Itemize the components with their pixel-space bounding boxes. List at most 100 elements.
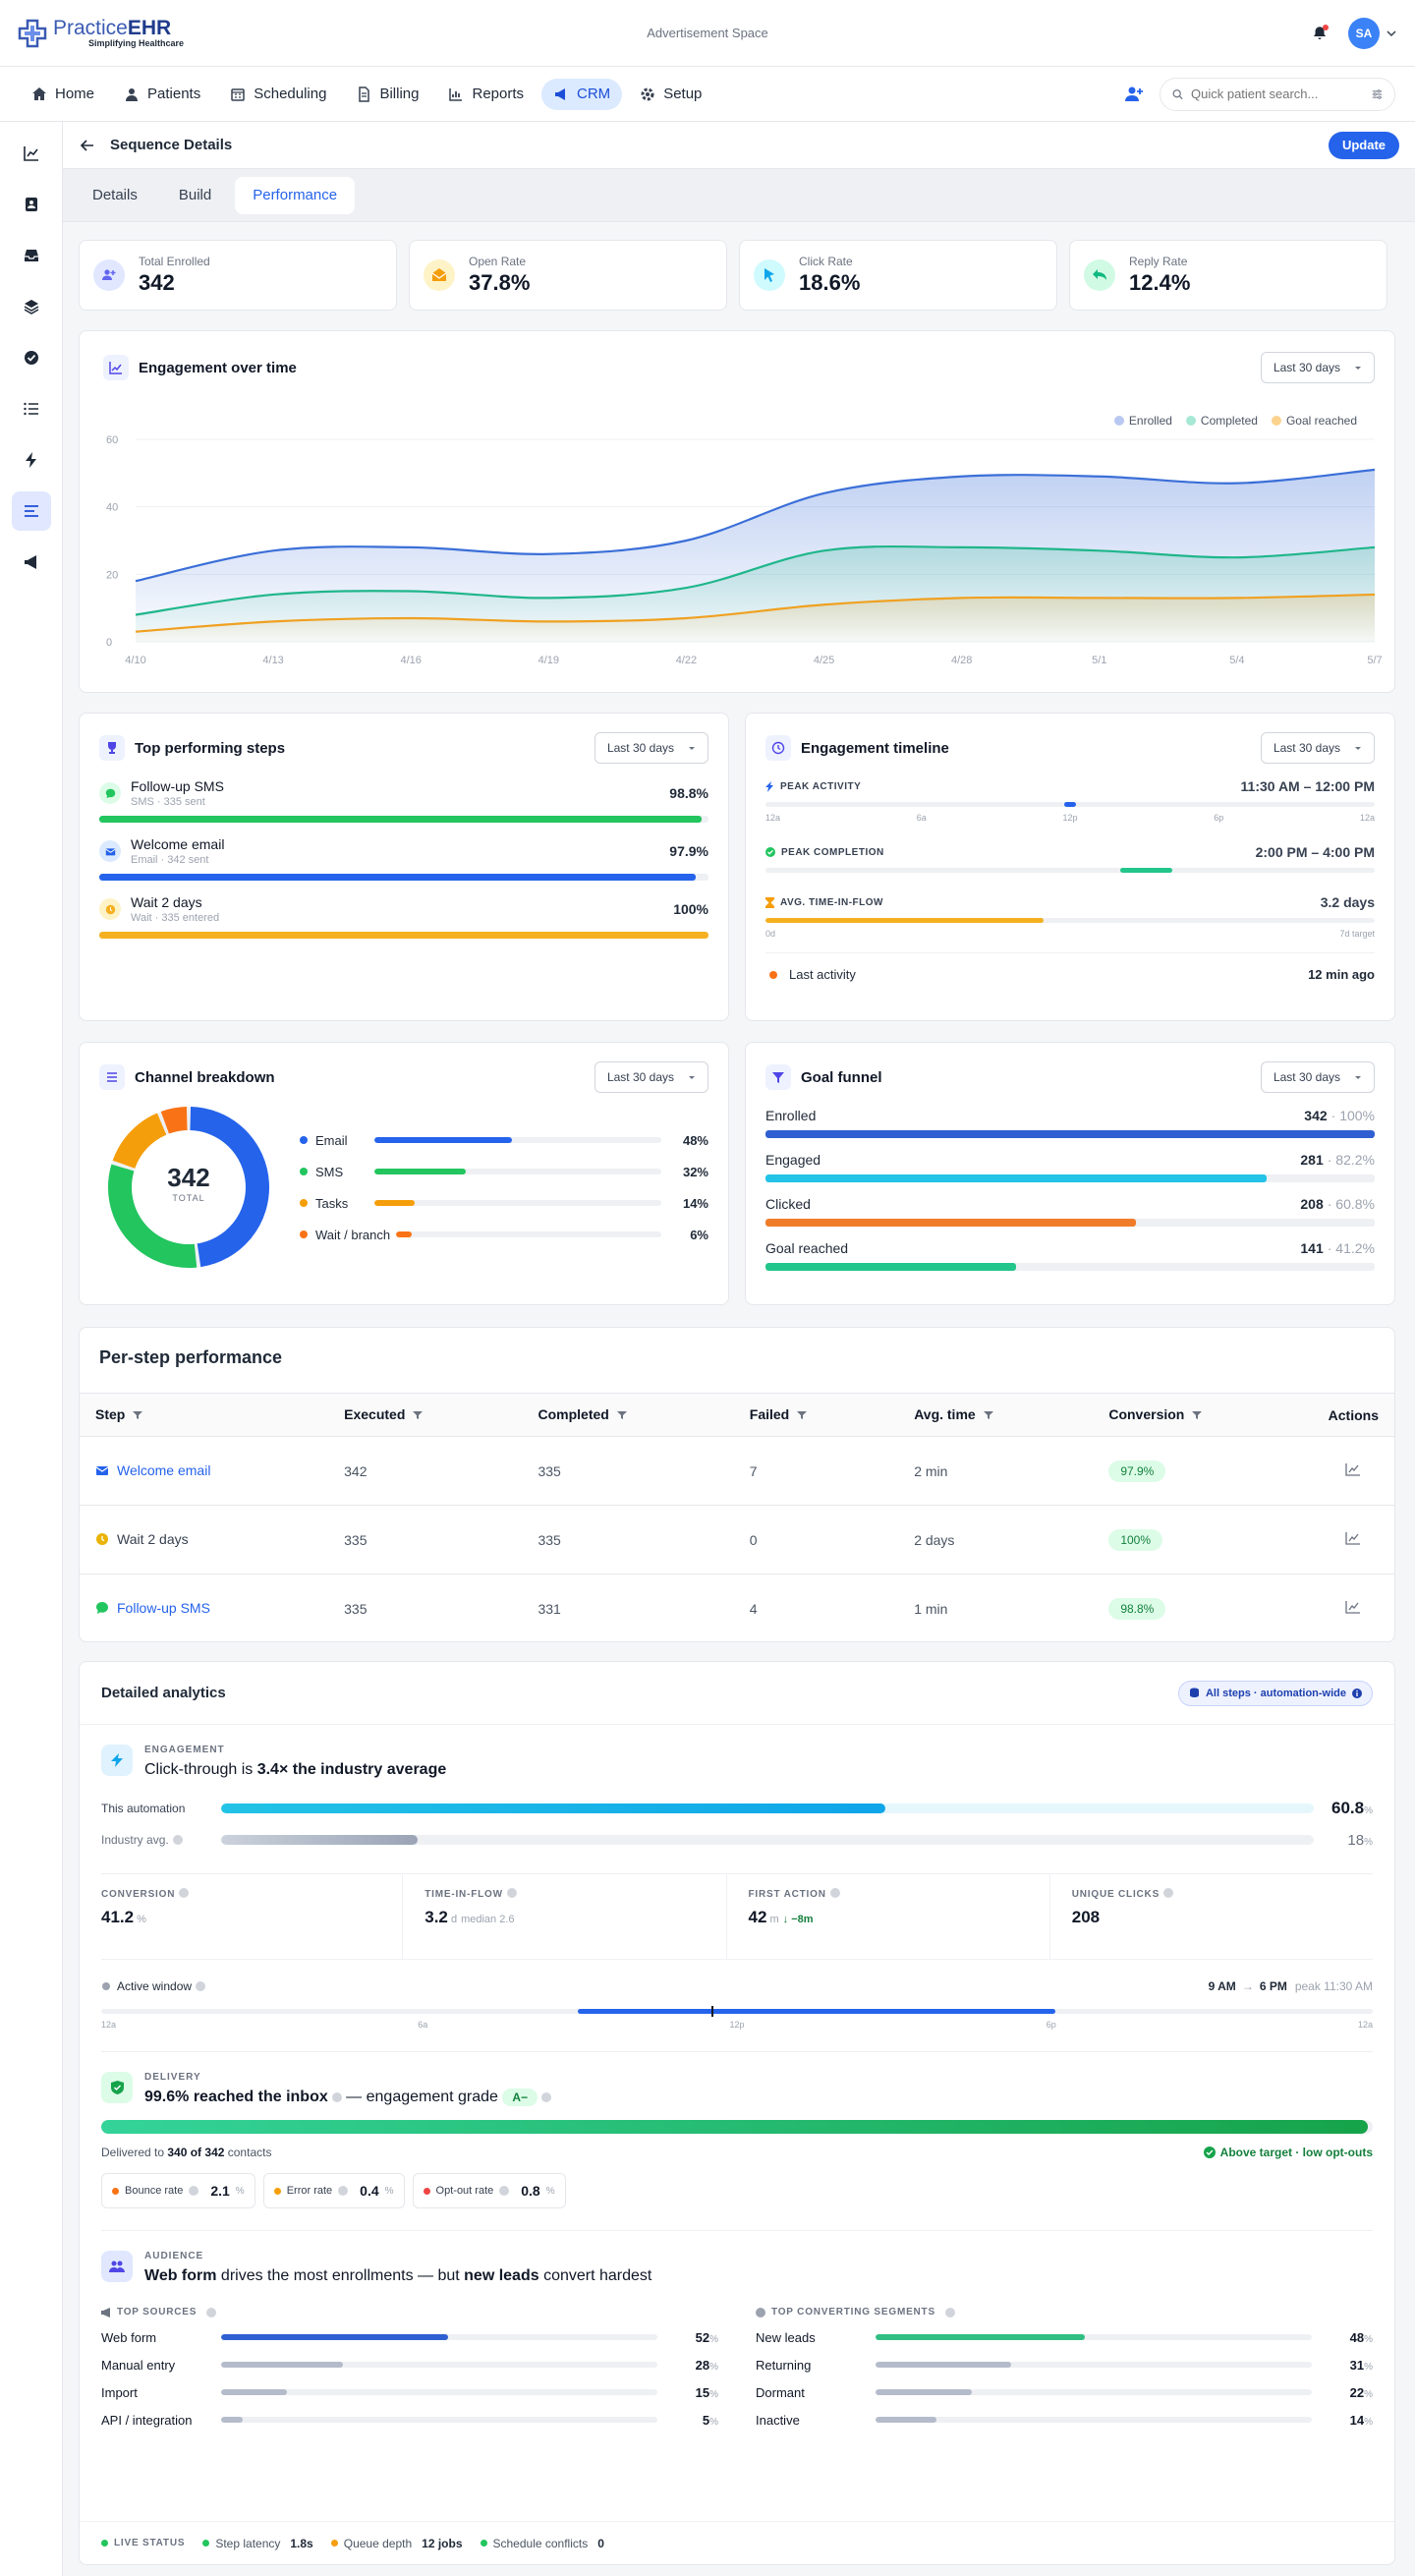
delivery-metric-pill: Error rate 0.4%: [262, 2173, 405, 2208]
channel-dot: [300, 1199, 308, 1207]
column-header-failed[interactable]: Failed: [733, 1393, 899, 1437]
column-header-completed[interactable]: Completed: [522, 1393, 734, 1437]
info-icon[interactable]: [179, 1888, 190, 1898]
add-user-icon[interactable]: [1124, 85, 1144, 104]
analytics-title: Detailed analytics: [101, 1685, 226, 1701]
info-icon[interactable]: [196, 1981, 206, 1991]
nav-reports[interactable]: Reports: [436, 79, 536, 110]
top-step-item[interactable]: Wait 2 days Wait · 335 entered 100%: [99, 894, 708, 939]
logo-cross-icon: [18, 19, 47, 47]
search-input[interactable]: [1191, 86, 1364, 101]
funnel-track: [765, 1174, 1375, 1182]
users-icon: [109, 2261, 125, 2272]
info-icon[interactable]: [506, 1888, 517, 1898]
top-step-item[interactable]: Welcome email Email · 342 sent 97.9%: [99, 836, 708, 881]
tab-performance[interactable]: Performance: [235, 176, 356, 214]
notifications-button[interactable]: [1311, 24, 1329, 42]
update-button[interactable]: Update: [1328, 131, 1399, 159]
sidebar-item-automations[interactable]: [12, 440, 51, 480]
metric-label: CONVERSION: [101, 1889, 176, 1900]
sidebar-item-tasks[interactable]: [12, 338, 51, 377]
tab-details[interactable]: Details: [92, 187, 138, 203]
view-chart-button[interactable]: [1345, 1463, 1361, 1479]
nav-crm[interactable]: CRM: [541, 78, 623, 110]
info-icon[interactable]: [944, 2307, 955, 2318]
channel-fill: [374, 1169, 467, 1174]
nav-setup[interactable]: Setup: [628, 79, 713, 110]
info-icon[interactable]: [331, 2092, 342, 2102]
sidebar-item-lists[interactable]: [12, 389, 51, 429]
channel-fill: [374, 1200, 415, 1206]
step-name[interactable]: Welcome email: [117, 1461, 211, 1478]
info-icon[interactable]: [829, 1888, 840, 1898]
step-name[interactable]: Follow-up SMS: [117, 1599, 210, 1616]
quick-search[interactable]: [1160, 77, 1395, 111]
info-icon[interactable]: [499, 2186, 510, 2196]
top-step-item[interactable]: Follow-up SMS SMS · 335 sent 98.8%: [99, 778, 708, 823]
top-steps-range-select[interactable]: Last 30 days: [594, 732, 708, 764]
step-icon-wrap: [99, 898, 121, 920]
nav-home[interactable]: Home: [20, 79, 106, 110]
sidebar-item-campaigns[interactable]: [12, 543, 51, 582]
step-cell[interactable]: Welcome email: [80, 1436, 329, 1506]
step-name: Wait 2 days: [117, 1530, 189, 1547]
audience-unit: %: [1364, 2388, 1373, 2400]
filter-icon[interactable]: [1192, 1407, 1203, 1423]
view-chart-button[interactable]: [1345, 1601, 1361, 1617]
nav-billing[interactable]: Billing: [344, 79, 430, 110]
info-icon[interactable]: [541, 2092, 552, 2102]
info-icon[interactable]: [338, 2186, 349, 2196]
funnel-stage: Enrolled: [765, 1108, 817, 1123]
nav-scheduling[interactable]: Scheduling: [218, 79, 338, 110]
step-cell[interactable]: Follow-up SMS: [80, 1574, 329, 1641]
funnel-track: [765, 1263, 1375, 1271]
live-status-label-wrap: LIVE STATUS: [101, 2538, 185, 2548]
filter-icon[interactable]: [983, 1407, 993, 1423]
tab-build[interactable]: Build: [178, 187, 212, 203]
sidebar-item-contacts[interactable]: [12, 185, 51, 224]
table-row[interactable]: Welcome email 342 335 7 2 min 97.9%: [80, 1436, 1394, 1506]
goal-funnel-card: Goal funnel Last 30 days Enrolled 342 · 1…: [745, 1042, 1395, 1305]
table-row[interactable]: Wait 2 days 335 335 0 2 days 100%: [80, 1505, 1394, 1574]
layers-icon: [24, 300, 39, 315]
logo[interactable]: PracticeEHR Simplifying Healthcare: [18, 18, 312, 48]
sidebar-item-analytics[interactable]: [12, 134, 51, 173]
metric-unit: %: [134, 1914, 146, 1925]
column-header-avg-time[interactable]: Avg. time: [898, 1393, 1094, 1437]
info-icon[interactable]: [206, 2307, 217, 2318]
engagement-title: Engagement over time: [139, 359, 297, 376]
sidebar-item-sequences[interactable]: [12, 491, 51, 531]
sidebar-item-layers[interactable]: [12, 287, 51, 326]
column-header-actions[interactable]: Actions: [1312, 1393, 1394, 1437]
column-header-conversion[interactable]: Conversion: [1093, 1393, 1313, 1437]
x-tick-label: 4/10: [125, 655, 145, 666]
info-icon[interactable]: [189, 2186, 199, 2196]
info-icon[interactable]: [1163, 1888, 1174, 1898]
scope-badge[interactable]: All steps · automation-wide: [1177, 1680, 1373, 1706]
engagement-range-select[interactable]: Last 30 days: [1260, 352, 1375, 383]
view-chart-button[interactable]: [1345, 1532, 1361, 1548]
channel-range-select[interactable]: Last 30 days: [594, 1061, 708, 1093]
filter-icon[interactable]: [616, 1407, 627, 1423]
filter-icon[interactable]: [797, 1407, 808, 1423]
table-row[interactable]: Follow-up SMS 335 331 4 1 min 98.8%: [80, 1574, 1394, 1641]
sidebar-item-inbox[interactable]: [12, 236, 51, 275]
filter-sliders-icon[interactable]: [1372, 87, 1383, 101]
filter-icon[interactable]: [133, 1407, 143, 1423]
channel-row: Tasks 14%: [300, 1187, 708, 1219]
column-header-step[interactable]: Step: [80, 1393, 329, 1437]
funnel-range-select[interactable]: Last 30 days: [1260, 1061, 1375, 1093]
nav-patients[interactable]: Patients: [112, 79, 212, 110]
user-menu[interactable]: SA: [1348, 17, 1397, 49]
range-value: Last 30 days: [606, 1070, 674, 1084]
back-arrow-icon[interactable]: [79, 137, 96, 154]
column-label: Failed: [749, 1406, 790, 1422]
active-window-label: Active window: [117, 1979, 193, 1993]
column-header-executed[interactable]: Executed: [328, 1393, 523, 1437]
step-track: [99, 874, 708, 881]
channel-name: Wait / branch: [315, 1227, 391, 1242]
filter-icon[interactable]: [413, 1407, 424, 1423]
timeline-range-select[interactable]: Last 30 days: [1260, 732, 1375, 764]
audience-track: [221, 2389, 657, 2395]
info-icon[interactable]: [172, 1835, 183, 1845]
